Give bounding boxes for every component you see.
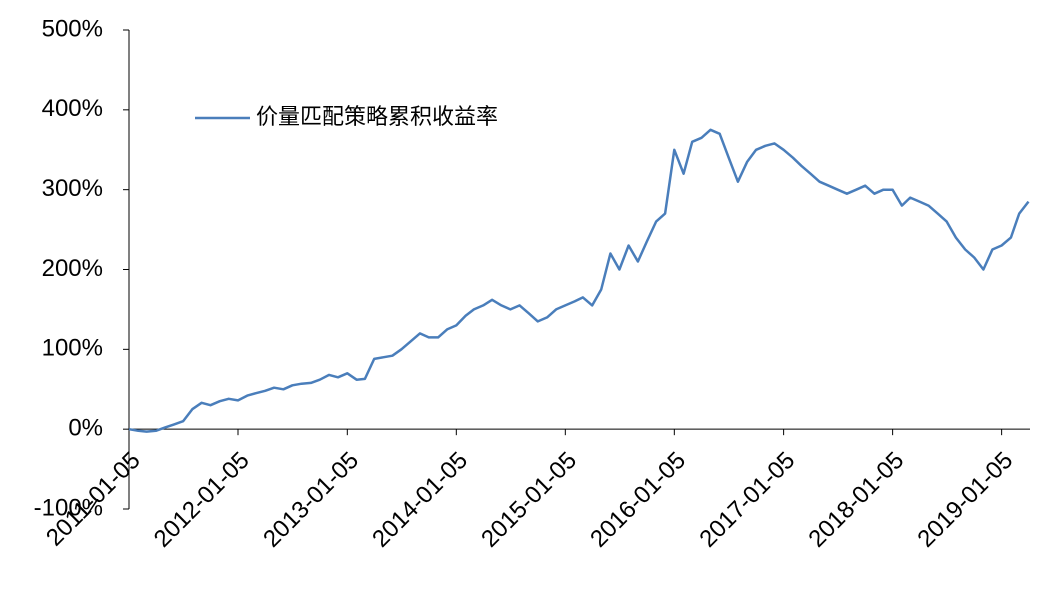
x-tick-label: 2018-01-05 — [803, 447, 909, 553]
y-tick-label: 100% — [42, 335, 103, 362]
x-tick-label: 2012-01-05 — [149, 447, 255, 553]
x-tick-label: 2013-01-05 — [258, 447, 364, 553]
y-tick-label: 0% — [68, 415, 103, 442]
y-tick-label: -100% — [34, 494, 103, 521]
x-tick-label: 2014-01-05 — [367, 447, 473, 553]
x-tick-label: 2015-01-05 — [476, 447, 582, 553]
x-tick-label: 2019-01-05 — [912, 447, 1018, 553]
line-series — [128, 128, 1030, 433]
x-tick-label: 2016-01-05 — [585, 447, 691, 553]
y-tick-label: 400% — [42, 95, 103, 122]
y-tick-label: 200% — [42, 255, 103, 282]
legend-label: 价量匹配策略累积收益率 — [256, 105, 498, 130]
y-tick-label: 300% — [42, 175, 103, 202]
x-tick-label: 2017-01-05 — [694, 447, 800, 553]
y-tick-label: 500% — [42, 15, 103, 42]
